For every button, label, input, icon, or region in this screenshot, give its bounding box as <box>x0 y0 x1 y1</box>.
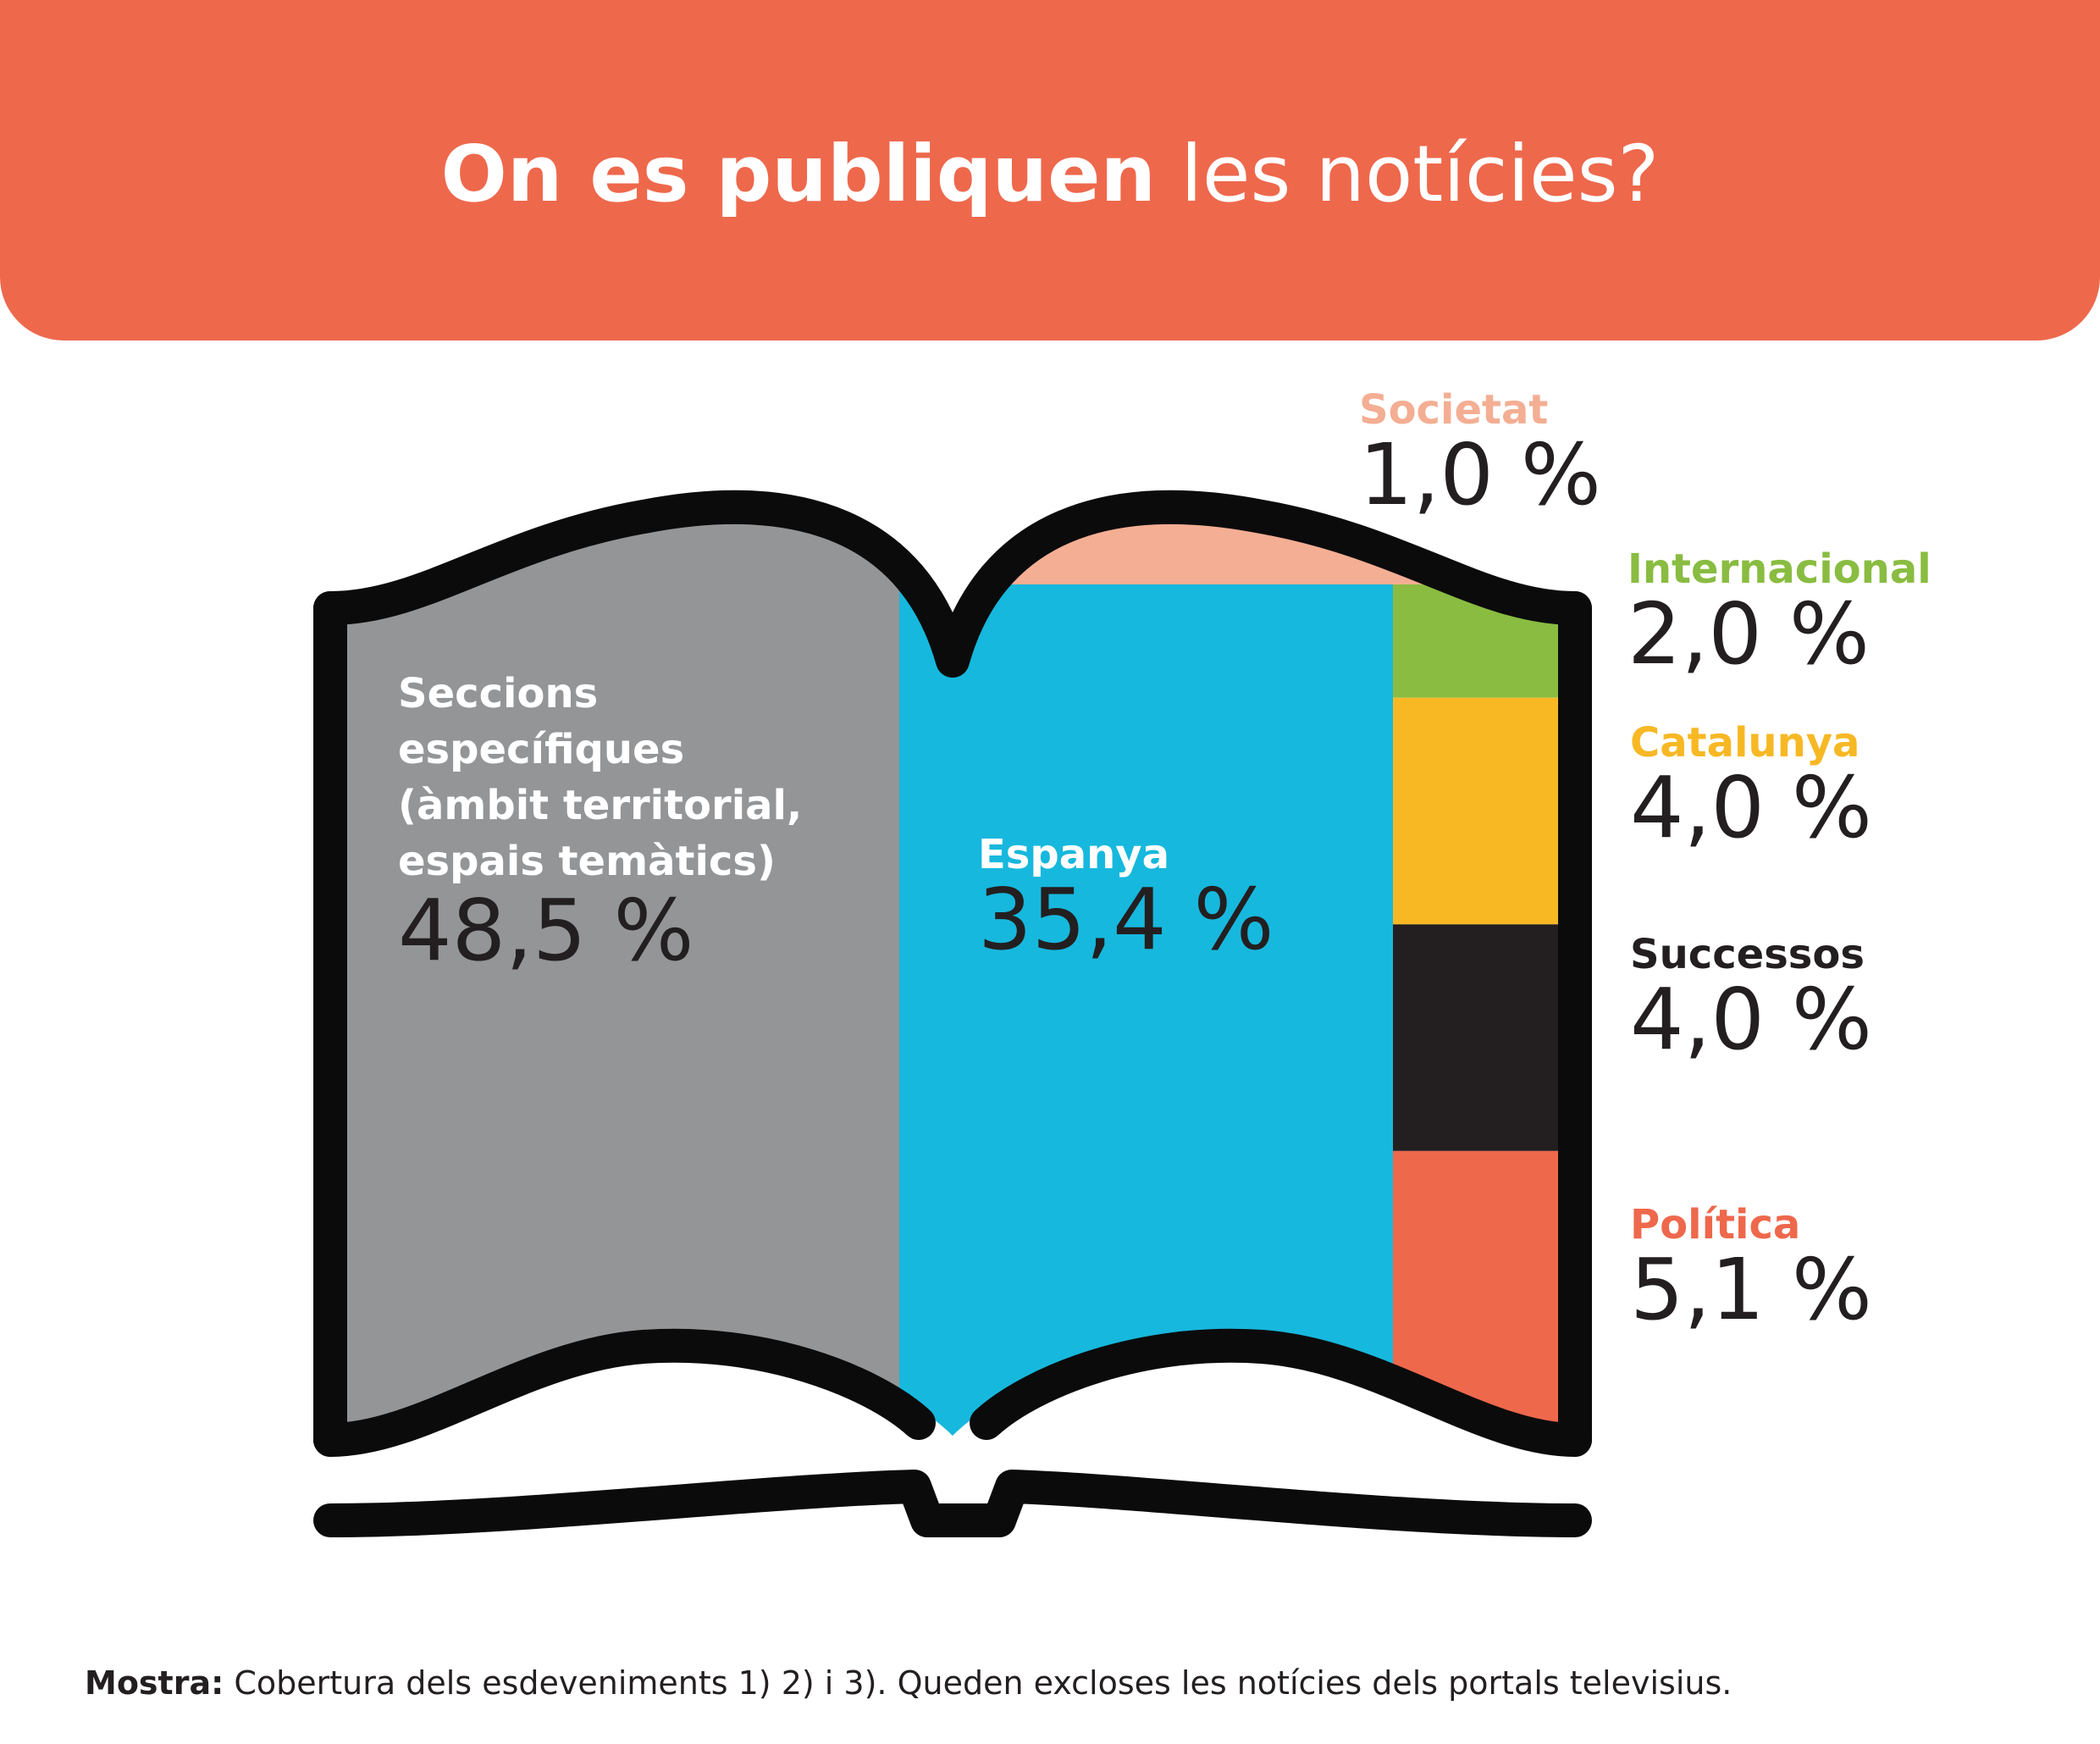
label-seccions-name-line: Seccions <box>398 670 598 717</box>
book-outline-stroke-3 <box>313 1328 936 1457</box>
label-seccions-name-line: (àmbit territorial, <box>398 782 802 829</box>
book-outline-stroke-5 <box>313 1470 1592 1537</box>
footnote-text: Cobertura dels esdeveniments 1) 2) i 3).… <box>224 1664 1732 1702</box>
title-banner <box>0 0 2100 340</box>
chart-title: On es publiquen les notícies? <box>0 131 2100 217</box>
label-internacional-value: 2,0 % <box>1628 584 1870 684</box>
bar-espanya <box>953 584 1393 1437</box>
label-internacional-name: Internacional <box>1628 545 1931 593</box>
bar-seccions <box>330 507 953 1437</box>
label-catalunya-value: 4,0 % <box>1630 758 1872 857</box>
book-outline-stroke-0 <box>313 490 1592 678</box>
label-seccions-value: 48,5 % <box>398 881 694 980</box>
label-societat-name: Societat <box>1359 386 1548 434</box>
label-espanya-value: 35,4 % <box>978 870 1274 969</box>
chart-title-bold: On es publiquen <box>440 129 1157 219</box>
footnote-label: Mostra: <box>85 1664 224 1702</box>
label-politica-name-line: Política <box>1630 1201 1800 1248</box>
label-successos-name: Successos <box>1630 931 1865 978</box>
label-successos-name-line: Successos <box>1630 931 1865 978</box>
book-outline-stroke-4 <box>970 1328 1592 1457</box>
label-seccions-name-line: espais temàtics) <box>398 838 776 885</box>
label-internacional-name-line: Internacional <box>1628 545 1931 593</box>
chart-title-light: les notícies? <box>1180 129 1660 219</box>
bar-catalunya <box>1393 697 1561 925</box>
book-outline <box>313 490 1592 1537</box>
label-catalunya-name: Catalunya <box>1630 719 1860 767</box>
label-societat-name-line: Societat <box>1359 386 1548 434</box>
label-catalunya-name-line: Catalunya <box>1630 719 1860 767</box>
footnote: Mostra: Cobertura dels esdeveniments 1) … <box>85 1664 1732 1702</box>
label-seccions-name-line: específiques <box>398 726 684 773</box>
label-espanya-name: Espanya <box>978 831 1169 878</box>
label-espanya-name-line: Espanya <box>978 831 1169 878</box>
label-politica-name: Política <box>1630 1201 1800 1248</box>
label-societat-value: 1,0 % <box>1359 425 1601 524</box>
bar-successos <box>1393 924 1561 1151</box>
label-politica-value: 5,1 % <box>1630 1240 1872 1339</box>
label-seccions-name: Seccions específiques (àmbit territorial, e… <box>398 670 802 885</box>
label-successos-value: 4,0 % <box>1630 970 1872 1069</box>
